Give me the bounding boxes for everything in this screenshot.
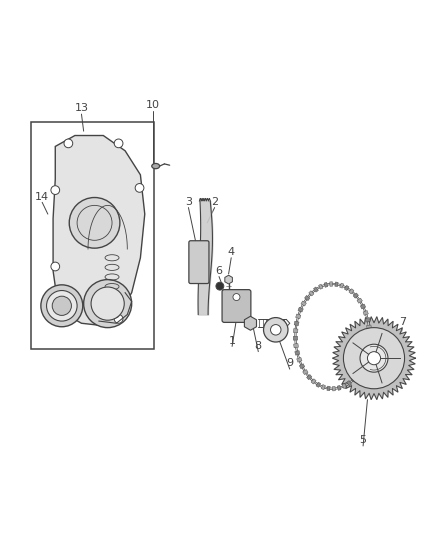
FancyBboxPatch shape: [189, 241, 209, 284]
Polygon shape: [296, 314, 301, 319]
Circle shape: [367, 352, 381, 365]
Polygon shape: [318, 284, 323, 289]
Text: 10: 10: [146, 100, 159, 110]
Text: 5: 5: [360, 435, 367, 445]
Polygon shape: [367, 325, 371, 329]
Polygon shape: [225, 275, 233, 284]
Polygon shape: [332, 317, 416, 400]
Polygon shape: [299, 364, 305, 369]
Polygon shape: [353, 293, 358, 298]
Polygon shape: [332, 386, 335, 391]
Polygon shape: [304, 295, 310, 301]
Ellipse shape: [152, 164, 159, 169]
Polygon shape: [365, 318, 370, 322]
Circle shape: [135, 183, 144, 192]
Polygon shape: [363, 311, 368, 316]
Polygon shape: [303, 369, 308, 375]
Polygon shape: [294, 321, 299, 326]
Polygon shape: [311, 379, 316, 384]
Text: 1: 1: [229, 336, 236, 346]
Circle shape: [41, 285, 83, 327]
Polygon shape: [309, 290, 314, 296]
Circle shape: [91, 287, 124, 320]
Polygon shape: [344, 285, 349, 290]
Polygon shape: [321, 385, 325, 390]
Polygon shape: [351, 377, 356, 382]
Text: 14: 14: [35, 192, 49, 201]
Circle shape: [343, 328, 405, 389]
Circle shape: [233, 294, 240, 301]
Polygon shape: [293, 329, 298, 333]
Polygon shape: [367, 333, 372, 336]
Polygon shape: [301, 301, 306, 306]
Polygon shape: [307, 375, 312, 379]
Text: 8: 8: [255, 341, 262, 351]
Polygon shape: [342, 383, 346, 389]
Polygon shape: [244, 316, 257, 330]
Polygon shape: [293, 344, 298, 348]
Polygon shape: [355, 372, 360, 377]
Polygon shape: [367, 340, 372, 344]
Circle shape: [64, 139, 73, 148]
Polygon shape: [346, 381, 352, 386]
Text: 9: 9: [286, 358, 293, 368]
Polygon shape: [327, 386, 330, 391]
Circle shape: [84, 280, 132, 328]
Circle shape: [360, 344, 388, 372]
Polygon shape: [298, 307, 303, 312]
FancyBboxPatch shape: [222, 289, 251, 322]
Text: 2: 2: [211, 197, 218, 207]
Circle shape: [114, 139, 123, 148]
Polygon shape: [314, 287, 318, 292]
Polygon shape: [357, 298, 362, 303]
Polygon shape: [364, 354, 369, 359]
Circle shape: [77, 205, 112, 240]
Polygon shape: [324, 282, 328, 287]
Circle shape: [216, 282, 224, 290]
Polygon shape: [362, 361, 367, 366]
Polygon shape: [330, 282, 332, 286]
Polygon shape: [359, 367, 364, 372]
Circle shape: [264, 318, 288, 342]
Polygon shape: [295, 351, 300, 355]
Text: 13: 13: [74, 103, 88, 114]
Text: 3: 3: [185, 197, 192, 207]
Text: 6: 6: [215, 266, 223, 276]
Bar: [31, 123, 153, 350]
Polygon shape: [293, 336, 298, 340]
Circle shape: [69, 198, 120, 248]
Circle shape: [52, 296, 71, 316]
Circle shape: [46, 290, 77, 321]
Polygon shape: [297, 358, 302, 362]
Polygon shape: [316, 382, 321, 387]
Polygon shape: [349, 289, 354, 294]
Polygon shape: [360, 304, 366, 309]
Circle shape: [51, 185, 60, 195]
Circle shape: [271, 325, 281, 335]
Polygon shape: [53, 135, 145, 326]
Circle shape: [51, 262, 60, 271]
Polygon shape: [337, 385, 341, 390]
Polygon shape: [339, 283, 344, 288]
Polygon shape: [335, 282, 338, 287]
Text: 4: 4: [228, 247, 235, 257]
Text: 7: 7: [399, 317, 406, 327]
Circle shape: [114, 314, 123, 323]
Polygon shape: [366, 347, 371, 351]
